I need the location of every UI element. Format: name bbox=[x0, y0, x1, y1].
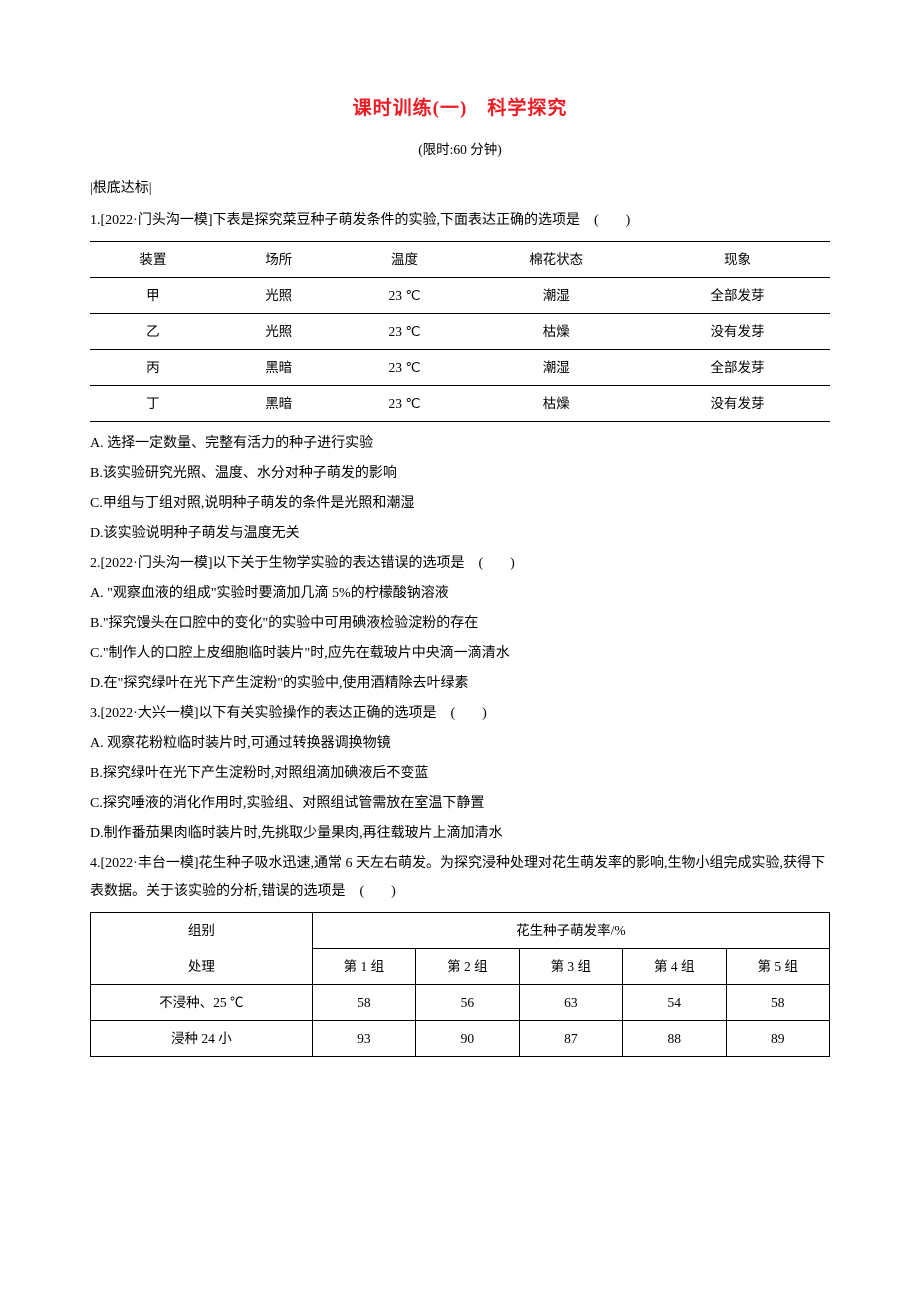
t1-h4: 现象 bbox=[645, 242, 830, 278]
q3-answer-blank bbox=[451, 700, 487, 728]
q3-option-d: D.制作番茄果肉临时装片时,先挑取少量果肉,再往载玻片上滴加清水 bbox=[90, 820, 830, 848]
q1-option-b: B.该实验研究光照、温度、水分对种子萌发的影响 bbox=[90, 460, 830, 488]
cell: 没有发芽 bbox=[645, 386, 830, 422]
cell: 56 bbox=[416, 985, 519, 1021]
t2-h2-3: 第 3 组 bbox=[519, 949, 622, 985]
cell: 光照 bbox=[216, 314, 342, 350]
q3-stem: 3.[2022·大兴一模]以下有关实验操作的表达正确的选项是 bbox=[90, 700, 830, 728]
q1-answer-blank bbox=[594, 207, 630, 235]
table-header-row: 组别 花生种子萌发率/% bbox=[91, 913, 830, 949]
q4-table: 组别 花生种子萌发率/% 处理 第 1 组 第 2 组 第 3 组 第 4 组 … bbox=[90, 912, 830, 1057]
cell: 枯燥 bbox=[467, 314, 645, 350]
table-header-row: 装置 场所 温度 棉花状态 现象 bbox=[90, 242, 830, 278]
q2-option-a: A. "观察血液的组成"实验时要滴加几滴 5%的柠檬酸钠溶液 bbox=[90, 580, 830, 608]
cell: 88 bbox=[623, 1021, 726, 1057]
t1-h1: 场所 bbox=[216, 242, 342, 278]
q4-answer-blank bbox=[360, 878, 396, 906]
q2-option-b: B."探究馒头在口腔中的变化"的实验中可用碘液检验淀粉的存在 bbox=[90, 610, 830, 638]
t2-h2-1: 第 1 组 bbox=[312, 949, 415, 985]
q2-option-d: D.在"探究绿叶在光下产生淀粉"的实验中,使用酒精除去叶绿素 bbox=[90, 670, 830, 698]
q4-stem-text: 4.[2022·丰台一模]花生种子吸水迅速,通常 6 天左右萌发。为探究浸种处理… bbox=[90, 856, 825, 899]
cell: 23 ℃ bbox=[342, 386, 468, 422]
page-title: 课时训练(一) 科学探究 bbox=[90, 90, 830, 128]
cell: 90 bbox=[416, 1021, 519, 1057]
t2-h2-4: 第 4 组 bbox=[623, 949, 726, 985]
t2-h2-5: 第 5 组 bbox=[726, 949, 830, 985]
t1-h2: 温度 bbox=[342, 242, 468, 278]
q1-option-a: A. 选择一定数量、完整有活力的种子进行实验 bbox=[90, 430, 830, 458]
cell: 不浸种、25 ℃ bbox=[91, 985, 313, 1021]
q2-answer-blank bbox=[479, 550, 515, 578]
cell: 58 bbox=[726, 985, 830, 1021]
q1-stem: 1.[2022·门头沟一模]下表是探究菜豆种子萌发条件的实验,下面表达正确的选项… bbox=[90, 207, 830, 235]
cell: 枯燥 bbox=[467, 386, 645, 422]
cell: 58 bbox=[312, 985, 415, 1021]
cell: 乙 bbox=[90, 314, 216, 350]
table-row: 浸种 24 小 93 90 87 88 89 bbox=[91, 1021, 830, 1057]
q2-stem: 2.[2022·门头沟一模]以下关于生物学实验的表达错误的选项是 bbox=[90, 550, 830, 578]
table-header-row-2: 处理 第 1 组 第 2 组 第 3 组 第 4 组 第 5 组 bbox=[91, 949, 830, 985]
cell: 甲 bbox=[90, 278, 216, 314]
q4-stem: 4.[2022·丰台一模]花生种子吸水迅速,通常 6 天左右萌发。为探究浸种处理… bbox=[90, 850, 830, 906]
table-row: 丁 黑暗 23 ℃ 枯燥 没有发芽 bbox=[90, 386, 830, 422]
table-row: 乙 光照 23 ℃ 枯燥 没有发芽 bbox=[90, 314, 830, 350]
q1-table: 装置 场所 温度 棉花状态 现象 甲 光照 23 ℃ 潮湿 全部发芽 乙 光照 … bbox=[90, 241, 830, 422]
cell: 54 bbox=[623, 985, 726, 1021]
cell: 89 bbox=[726, 1021, 830, 1057]
cell: 93 bbox=[312, 1021, 415, 1057]
q3-option-a: A. 观察花粉粒临时装片时,可通过转换器调换物镜 bbox=[90, 730, 830, 758]
q3-stem-text: 3.[2022·大兴一模]以下有关实验操作的表达正确的选项是 bbox=[90, 706, 437, 721]
table-row: 丙 黑暗 23 ℃ 潮湿 全部发芽 bbox=[90, 350, 830, 386]
t2-h2-0: 处理 bbox=[91, 949, 313, 985]
t1-h0: 装置 bbox=[90, 242, 216, 278]
q1-option-c: C.甲组与丁组对照,说明种子萌发的条件是光照和潮湿 bbox=[90, 490, 830, 518]
t2-h0: 组别 bbox=[91, 913, 313, 949]
section-label: |根底达标| bbox=[90, 175, 830, 203]
cell: 87 bbox=[519, 1021, 622, 1057]
q2-stem-text: 2.[2022·门头沟一模]以下关于生物学实验的表达错误的选项是 bbox=[90, 556, 465, 571]
cell: 潮湿 bbox=[467, 350, 645, 386]
cell: 光照 bbox=[216, 278, 342, 314]
table-row: 不浸种、25 ℃ 58 56 63 54 58 bbox=[91, 985, 830, 1021]
cell: 全部发芽 bbox=[645, 278, 830, 314]
q3-option-c: C.探究唾液的消化作用时,实验组、对照组试管需放在室温下静置 bbox=[90, 790, 830, 818]
q3-option-b: B.探究绿叶在光下产生淀粉时,对照组滴加碘液后不变蓝 bbox=[90, 760, 830, 788]
t1-h3: 棉花状态 bbox=[467, 242, 645, 278]
cell: 23 ℃ bbox=[342, 278, 468, 314]
cell: 23 ℃ bbox=[342, 350, 468, 386]
cell: 丁 bbox=[90, 386, 216, 422]
cell: 63 bbox=[519, 985, 622, 1021]
q1-option-d: D.该实验说明种子萌发与温度无关 bbox=[90, 520, 830, 548]
time-limit: (限时:60 分钟) bbox=[90, 136, 830, 163]
cell: 浸种 24 小 bbox=[91, 1021, 313, 1057]
cell: 潮湿 bbox=[467, 278, 645, 314]
cell: 黑暗 bbox=[216, 386, 342, 422]
t2-h1: 花生种子萌发率/% bbox=[312, 913, 829, 949]
cell: 丙 bbox=[90, 350, 216, 386]
q2-option-c: C."制作人的口腔上皮细胞临时装片"时,应先在载玻片中央滴一滴清水 bbox=[90, 640, 830, 668]
cell: 黑暗 bbox=[216, 350, 342, 386]
cell: 没有发芽 bbox=[645, 314, 830, 350]
table-row: 甲 光照 23 ℃ 潮湿 全部发芽 bbox=[90, 278, 830, 314]
cell: 全部发芽 bbox=[645, 350, 830, 386]
q1-stem-text: 1.[2022·门头沟一模]下表是探究菜豆种子萌发条件的实验,下面表达正确的选项… bbox=[90, 213, 580, 228]
t2-h2-2: 第 2 组 bbox=[416, 949, 519, 985]
cell: 23 ℃ bbox=[342, 314, 468, 350]
